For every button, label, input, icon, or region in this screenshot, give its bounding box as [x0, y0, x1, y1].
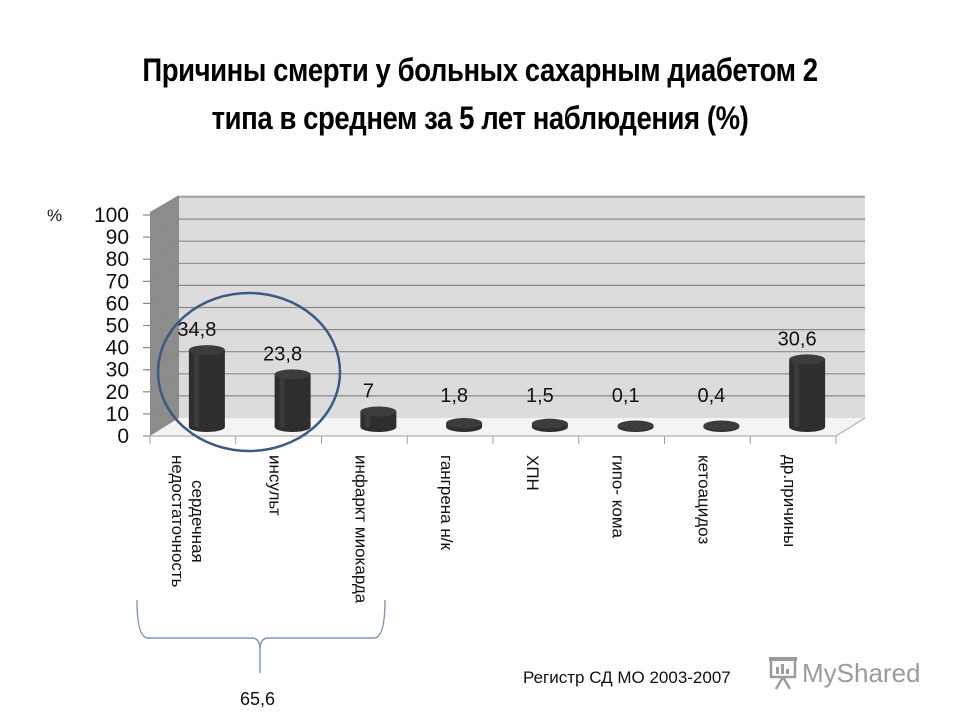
x-axis-ticks	[149, 436, 837, 444]
value-labels: 34,8 23,8 7 1,8 1,5 0,1 0,4 30,6	[177, 319, 816, 407]
presentation-board-icon	[769, 657, 797, 690]
x-axis-label: инфаркт миокарда	[350, 455, 370, 603]
gridline-side	[149, 218, 180, 238]
y-tick-label: 30	[106, 359, 129, 382]
group-brace	[136, 599, 386, 673]
y-tick-label: 80	[106, 248, 129, 271]
x-axis-label: гипо- кома	[608, 455, 628, 538]
x-axis-label: кетоацидоз	[693, 455, 713, 544]
brace-total-label: 65,6	[240, 689, 276, 709]
chart-title: Причины смерти у больных сахарным диабет…	[67, 46, 893, 142]
x-axis-label-line: др.причины	[780, 455, 800, 548]
watermark: MyShared	[768, 656, 921, 690]
y-tick-label: 20	[106, 381, 129, 404]
gridline-side	[149, 196, 180, 216]
gridline-side	[149, 284, 180, 304]
value-label: 30,6	[778, 328, 817, 350]
value-label: 34,8	[177, 319, 216, 341]
value-label: 7	[363, 381, 374, 403]
x-axis-label-line: гангрена н/к	[437, 455, 457, 550]
y-tick-label: 50	[106, 315, 129, 338]
x-axis-label: сердечная недостаточность	[167, 455, 207, 588]
y-tick-label: 60	[106, 292, 129, 315]
x-axis-label: ХПН	[522, 455, 542, 491]
x-axis-label-line: ХПН	[522, 455, 542, 491]
chart-floor	[150, 418, 865, 436]
highlight-circle	[156, 291, 342, 453]
gridline-side	[149, 240, 180, 260]
source-note: Регистр СД МО 2003-2007	[523, 668, 731, 687]
value-label: 23,8	[263, 343, 302, 365]
y-tick-label: 0	[117, 425, 129, 448]
gridline-side	[149, 395, 180, 415]
x-axis-label-line: кетоацидоз	[694, 455, 714, 545]
gridline-side	[149, 262, 180, 282]
bar-3	[360, 406, 397, 432]
bar-7	[703, 420, 740, 432]
x-axis-label-line: сердечная	[187, 479, 207, 563]
gridline-side	[149, 306, 180, 327]
bar-1	[188, 345, 225, 432]
value-label: 1,5	[526, 385, 554, 407]
gridline-side	[149, 373, 180, 393]
y-tick-label: 90	[106, 226, 129, 249]
chart-title-line-2: типа в среднем за 5 лет наблюдения (%)	[211, 100, 749, 136]
bars	[188, 345, 826, 432]
floor-right-edge	[835, 417, 866, 437]
y-tick-label: 70	[106, 270, 129, 293]
bar-5	[531, 418, 568, 432]
value-label: 1,8	[440, 385, 468, 407]
x-axis-label: инсульт	[265, 455, 285, 516]
bar-4	[446, 418, 483, 432]
gridline-side	[149, 351, 180, 371]
x-axis-label-line: инсульт	[265, 455, 285, 516]
x-axis-label-line: гипо- кома	[608, 455, 628, 538]
x-axis-label-line: недостаточность	[167, 455, 187, 588]
x-axis-label: др.причины	[779, 455, 799, 547]
watermark-text: MyShared	[802, 657, 921, 688]
y-tick-label: 100	[94, 204, 129, 227]
chart-title-line-1: Причины смерти у больных сахарным диабет…	[142, 52, 818, 88]
value-label: 0,1	[612, 385, 640, 407]
value-label: 0,4	[697, 385, 725, 407]
bar-6	[617, 420, 654, 432]
gridline-side	[149, 329, 180, 349]
bar-8	[789, 354, 826, 432]
x-axis-label: гангрена н/к	[436, 455, 456, 550]
y-axis-unit-label: %	[47, 206, 62, 225]
y-tick-label: 10	[106, 403, 129, 426]
x-axis-label-line: инфаркт миокарда	[351, 455, 371, 604]
y-tick-label: 40	[106, 337, 129, 360]
bar-2	[274, 369, 311, 432]
